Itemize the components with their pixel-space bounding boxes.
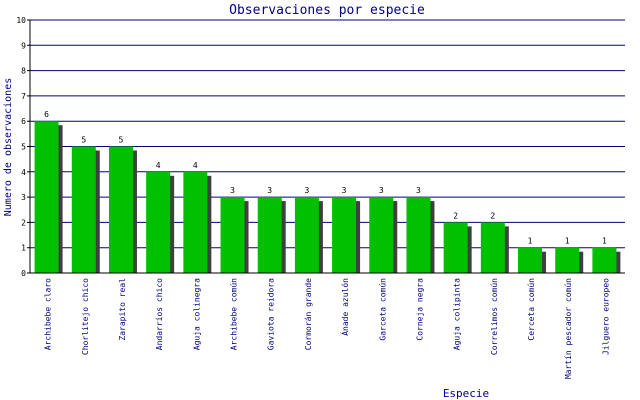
data-label: 5 xyxy=(119,136,124,145)
data-label: 5 xyxy=(81,136,86,145)
bar xyxy=(108,146,133,273)
data-label: 2 xyxy=(490,211,495,220)
y-tick-label: 2 xyxy=(21,218,26,227)
bar xyxy=(369,197,394,273)
data-label: 3 xyxy=(230,186,235,195)
bar xyxy=(555,247,580,273)
x-tick-label: Corneja negra xyxy=(415,278,424,341)
x-tick-label: Ánade azulón xyxy=(339,278,350,336)
bar xyxy=(518,247,543,273)
bar xyxy=(332,197,357,273)
chart-title: Observaciones por especie xyxy=(229,3,425,18)
y-tick-label: 3 xyxy=(21,193,26,202)
x-tick-label: Jilguero europeo xyxy=(601,278,610,355)
data-label: 4 xyxy=(156,161,161,170)
y-tick-labels: 0 1 2 3 4 5 6 7 8 9 10 xyxy=(16,16,30,278)
bars xyxy=(34,121,621,273)
bar xyxy=(71,146,96,273)
data-labels: 6 5 5 4 4 3 3 3 3 3 3 2 2 1 1 1 xyxy=(44,110,607,246)
x-tick-label: Aguja colipinta xyxy=(453,278,462,350)
data-label: 6 xyxy=(44,110,49,119)
y-tick-label: 0 xyxy=(21,269,26,278)
x-tick-label: Andarríos chico xyxy=(155,278,164,350)
bar xyxy=(592,247,617,273)
x-tick-labels: Archibebe claro Chorlitejo chico Zarapito … xyxy=(44,278,611,379)
y-tick-label: 1 xyxy=(21,244,26,253)
data-label: 3 xyxy=(304,186,309,195)
y-tick-label: 8 xyxy=(21,67,26,76)
data-label: 4 xyxy=(193,161,198,170)
x-tick-label: Cormorán grande xyxy=(304,278,313,350)
bar xyxy=(146,171,171,273)
bar xyxy=(443,222,468,273)
x-tick-label: Martín pescador común xyxy=(564,278,573,379)
data-label: 1 xyxy=(602,237,607,246)
y-tick-label: 9 xyxy=(21,41,26,50)
x-tick-label: Archibebe común xyxy=(230,278,239,350)
bar xyxy=(257,197,282,273)
y-tick-label: 4 xyxy=(21,168,26,177)
x-tick-label: Cerceta común xyxy=(527,278,536,341)
bar xyxy=(480,222,505,273)
bar xyxy=(183,171,208,273)
bar xyxy=(220,197,245,273)
x-tick-label: Chorlitejo chico xyxy=(81,278,90,355)
data-label: 2 xyxy=(453,211,458,220)
bar xyxy=(34,121,59,273)
data-label: 3 xyxy=(416,186,421,195)
bar xyxy=(406,197,431,273)
x-tick-label: Correlimos común xyxy=(490,278,499,355)
data-label: 3 xyxy=(379,186,384,195)
data-label: 3 xyxy=(342,186,347,195)
y-tick-label: 7 xyxy=(21,92,26,101)
bar xyxy=(294,197,319,273)
y-tick-label: 5 xyxy=(21,143,26,152)
x-axis-label: Especie xyxy=(443,387,489,400)
x-tick-label: Zarapito real xyxy=(118,278,127,341)
y-tick-label: 6 xyxy=(21,117,26,126)
y-tick-label: 10 xyxy=(16,16,26,25)
x-tick-label: Gaviota reidora xyxy=(267,278,276,350)
data-label: 1 xyxy=(528,237,533,246)
y-axis-label: Numero de observaciones xyxy=(3,78,14,216)
data-label: 3 xyxy=(267,186,272,195)
x-tick-label: Aguja colinegra xyxy=(192,278,201,350)
x-tick-label: Archibebe claro xyxy=(44,278,53,350)
x-tick-label: Garceta común xyxy=(378,278,387,341)
data-label: 1 xyxy=(565,237,570,246)
